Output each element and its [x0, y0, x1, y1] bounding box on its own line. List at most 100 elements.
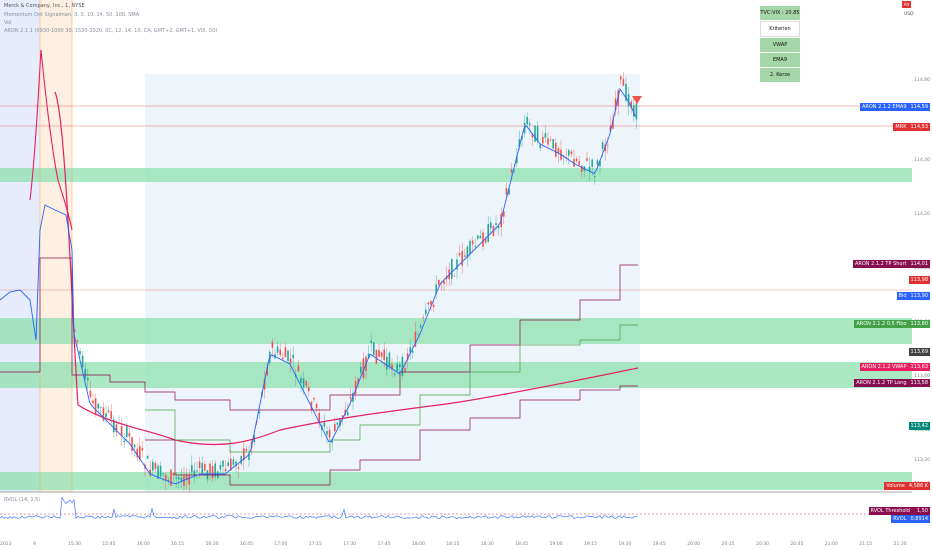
candle-body — [196, 470, 198, 472]
symbol-title[interactable]: Merck & Company, Inc., 1, NYSE — [4, 3, 85, 9]
candle-body — [323, 422, 326, 427]
candle-body — [243, 448, 245, 461]
candle-body — [453, 275, 456, 277]
candle-body — [232, 459, 235, 465]
zone-fibo — [0, 318, 912, 344]
candle-body — [183, 475, 185, 487]
candle-body — [531, 133, 534, 138]
candle-body — [406, 353, 409, 361]
time-tick-label: 17:45 — [377, 542, 391, 547]
indicator-line-1[interactable]: Momentum Dot Signalman, 3, 3, 10, 14, 50… — [4, 12, 140, 18]
candle-body — [79, 350, 81, 355]
candle-body — [391, 364, 393, 370]
candle-body — [627, 94, 630, 107]
candle-body — [487, 224, 489, 243]
time-tick-label: 20:15 — [721, 542, 735, 547]
candle-body — [370, 340, 372, 343]
candle-body — [555, 142, 557, 157]
candle-body — [469, 240, 471, 255]
price-tag-value: 0,8914 — [908, 515, 930, 523]
candle-body — [230, 458, 232, 471]
candle-body — [113, 419, 115, 433]
candle-body — [630, 101, 632, 108]
candle-body — [625, 83, 627, 101]
candle-body — [120, 426, 123, 437]
candle-body — [341, 415, 344, 418]
price-tick-label: 113,20 — [914, 458, 930, 463]
candle-body — [622, 79, 625, 86]
time-tick-label: 21:30 — [893, 542, 907, 547]
price-tag: 113,42 — [908, 422, 930, 430]
candle-body — [81, 355, 84, 368]
price-tag-name: ARON 2.1.2 TP Long — [854, 379, 909, 387]
candle-body — [529, 123, 531, 126]
candle-body — [149, 469, 151, 476]
rvol-pane-label[interactable]: RVOL (14, 1,5) — [4, 497, 41, 503]
candle-body — [427, 302, 430, 305]
candle-body — [258, 411, 261, 414]
indicator-line-2[interactable]: Vol — [4, 20, 12, 26]
candle-body — [305, 381, 307, 386]
candle-body — [425, 309, 427, 315]
vwap-criteria-cell: VWAP — [760, 38, 800, 52]
candle-body — [326, 431, 328, 435]
candle-body — [357, 378, 359, 385]
candle-body — [339, 417, 341, 427]
alert-button[interactable]: Alt — [902, 1, 911, 8]
candle-body — [367, 353, 370, 359]
candle-body — [479, 235, 482, 239]
candle-body — [235, 461, 237, 467]
candle-body — [490, 222, 492, 229]
candle-body — [128, 432, 131, 437]
rvol-line — [0, 496, 639, 520]
time-tick-label: 15:30 — [68, 542, 81, 547]
candle-body — [107, 410, 110, 413]
candle-body — [388, 352, 391, 367]
candle-body — [227, 462, 229, 467]
price-tag: ARON 2.1.2 EMA9 114,59 — [859, 103, 930, 111]
candle-body — [503, 211, 505, 217]
candle-body — [451, 259, 453, 279]
candle-body — [313, 398, 315, 400]
candle-body — [141, 447, 144, 451]
candle-body — [92, 400, 94, 404]
candle-body — [222, 460, 224, 467]
candle-body — [115, 424, 118, 433]
candle-body — [417, 334, 419, 336]
time-tick-label: 21:00 — [824, 542, 838, 547]
candle-body — [209, 463, 211, 474]
signal-arrow-icon — [632, 96, 642, 104]
candle-body — [139, 446, 141, 460]
price-tag-value: 114,01 — [908, 260, 930, 268]
time-tick-label: 19:00 — [549, 542, 563, 547]
time-tick-label: 17:00 — [274, 542, 288, 547]
time-tick-label: 2023 — [0, 542, 12, 547]
currency-label[interactable]: USD — [904, 12, 914, 17]
price-tag-value: 113,69 — [908, 348, 930, 356]
price-tag-name: MRK — [893, 123, 909, 131]
criteria-header-cell: Kriterien — [760, 21, 800, 37]
candle-body — [360, 366, 362, 373]
time-tick-label: 9 — [33, 542, 36, 547]
candle-body — [297, 365, 300, 372]
opening-range-background — [40, 0, 72, 492]
indicator-line-3[interactable]: ARON 2.1.1 (0930-1000 30, 1530-2020, 0C,… — [4, 28, 218, 34]
price-tag: Bid 113,90 — [896, 292, 930, 300]
session-background — [145, 74, 640, 492]
candle-body — [136, 448, 138, 458]
candle-body — [518, 139, 521, 147]
price-tag: Volume 4,586 K — [884, 482, 930, 490]
price-tag-value: 113,58 — [908, 379, 930, 387]
price-tag: ARON 2.1.2 TP Short 114,01 — [852, 260, 930, 268]
price-tag: 113,69 — [908, 348, 930, 356]
time-tick-label: 15:45 — [102, 542, 116, 547]
price-tag-value: 113,90 — [908, 292, 930, 300]
candle-body — [289, 358, 292, 364]
price-tag: RVOL Threshold 1,50 — [868, 507, 930, 515]
candle-body — [318, 413, 320, 424]
price-tick-label: 114,40 — [914, 158, 930, 163]
candle-body — [302, 378, 305, 388]
candle-body — [94, 398, 97, 415]
time-tick-label: 18:45 — [515, 542, 529, 547]
